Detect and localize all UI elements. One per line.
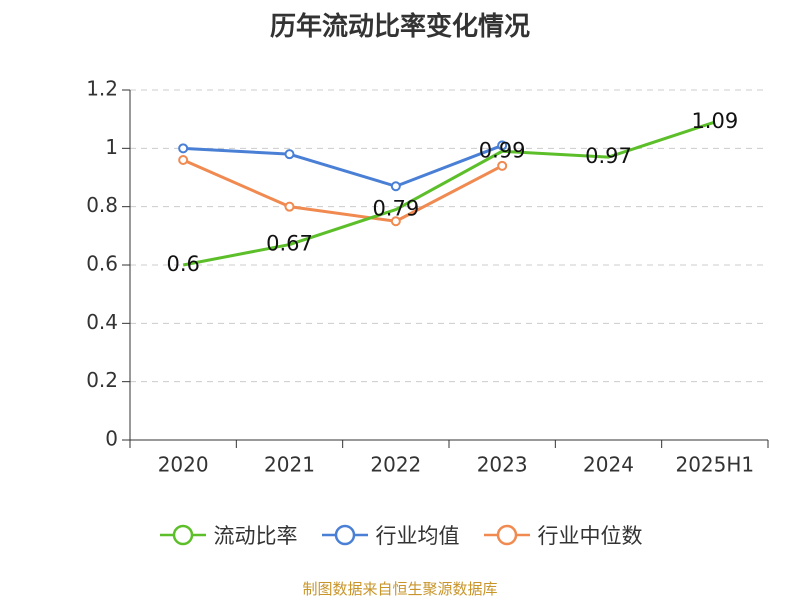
x-tick-label: 2023 bbox=[477, 453, 528, 477]
x-tick-label: 2021 bbox=[264, 453, 315, 477]
series-line bbox=[182, 120, 716, 267]
series-point bbox=[178, 143, 189, 154]
series-point bbox=[178, 155, 189, 165]
y-tick-label: 0 bbox=[105, 427, 118, 451]
series-point bbox=[390, 181, 401, 192]
legend-label: 行业中位数 bbox=[537, 524, 643, 548]
y-tick-label: 1 bbox=[105, 135, 118, 159]
gridlines bbox=[130, 89, 768, 383]
data-labels: 0.6 0.67 0.79 0.99 0.97 1.09 bbox=[166, 109, 738, 276]
legend[interactable]: 流动比率 行业均值 行业中位数 bbox=[0, 520, 800, 550]
y-tick-label: 1.2 bbox=[86, 77, 118, 101]
legend-label: 流动比率 bbox=[213, 524, 298, 548]
legend-marker-icon bbox=[159, 524, 206, 546]
data-label: 0.97 bbox=[585, 144, 632, 168]
chart-title: 历年流动比率变化情况 bbox=[269, 12, 530, 42]
legend-item[interactable]: 行业均值 bbox=[320, 520, 460, 550]
x-tick-label: 2022 bbox=[370, 453, 421, 477]
y-tick-label: 0.2 bbox=[86, 368, 118, 392]
data-label: 0.79 bbox=[372, 197, 419, 221]
x-tick-label: 2025H1 bbox=[675, 453, 754, 477]
series-line bbox=[182, 158, 503, 223]
axes: 0 0.2 0.4 0.6 0.8 1 1.2 2020 2021 2022 2023 2024 202… bbox=[86, 77, 769, 477]
data-label: 0.67 bbox=[266, 232, 313, 256]
series-line bbox=[183, 144, 503, 188]
x-tick-label: 2024 bbox=[583, 453, 634, 477]
legend-item[interactable]: 行业中位数 bbox=[482, 520, 643, 550]
data-source-note: 制图数据来自恒生聚源数据库 bbox=[302, 580, 498, 598]
legend-marker-icon bbox=[483, 524, 530, 546]
series-lines bbox=[178, 120, 716, 267]
series-point bbox=[390, 216, 401, 227]
x-tick-label: 2020 bbox=[158, 453, 209, 477]
data-label: 0.6 bbox=[166, 252, 199, 276]
y-tick-label: 0.6 bbox=[86, 252, 118, 276]
data-label: 1.09 bbox=[691, 109, 738, 133]
legend-item[interactable]: 流动比率 bbox=[158, 520, 298, 550]
series-point bbox=[284, 149, 295, 160]
legend-label: 行业均值 bbox=[375, 524, 460, 548]
series-point bbox=[497, 140, 508, 151]
y-tick-label: 0.4 bbox=[86, 310, 118, 334]
series-point bbox=[497, 160, 508, 171]
legend-marker-icon bbox=[321, 524, 368, 546]
data-label: 0.99 bbox=[479, 138, 526, 162]
series-point bbox=[284, 201, 295, 212]
y-tick-label: 0.8 bbox=[86, 193, 118, 217]
